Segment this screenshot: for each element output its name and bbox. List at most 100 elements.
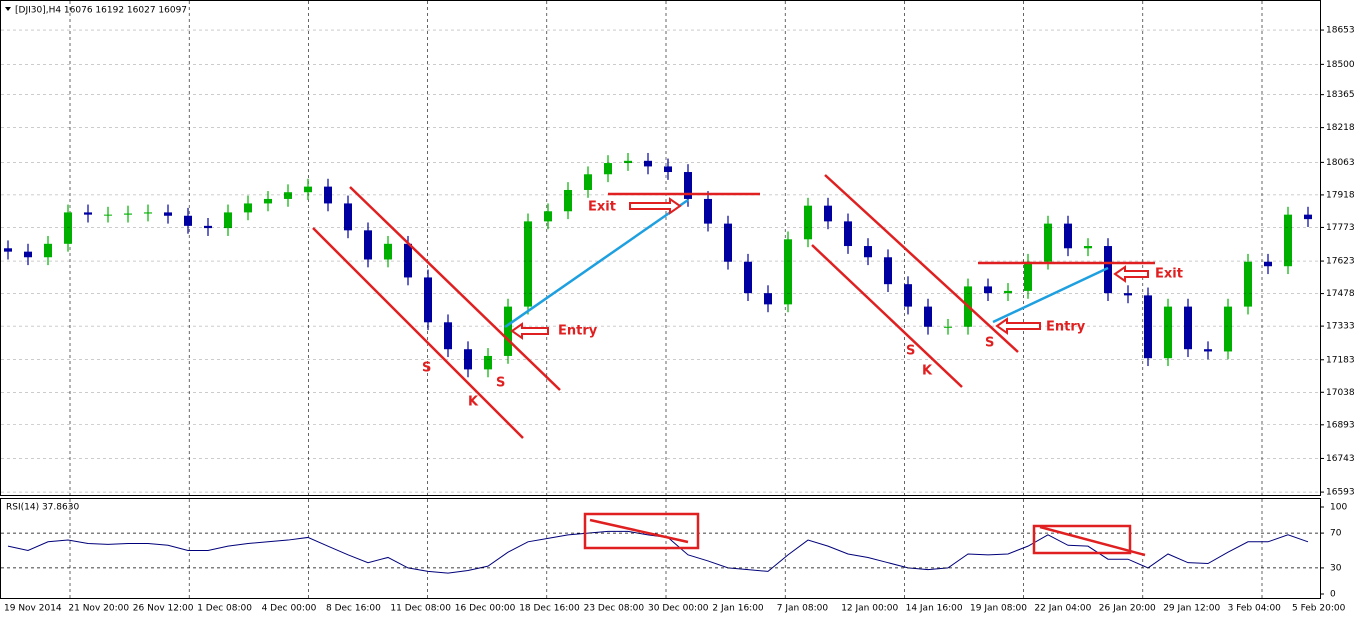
x-tick-label: 19 Nov 2014 [4,604,62,614]
y-tick-label: 16743 [1326,454,1355,464]
candle-body [524,221,532,307]
candle-body [64,212,72,244]
candle-body [1024,261,1032,291]
annotation: Entry [1046,320,1086,335]
y-tick-label: 16893 [1326,420,1355,430]
candle-body [1084,246,1092,249]
candle-body [844,221,852,247]
candle-body [884,257,892,285]
y-tick-label: 16593 [1326,488,1355,498]
candle-body [1304,214,1312,220]
candle-body [724,223,732,262]
candle-body [444,322,452,350]
candle-body [464,349,472,370]
rsi-header: RSI(14) 37.8630 [6,503,79,513]
candle-body [984,286,992,294]
x-tick-label: 7 Jan 08:00 [777,604,829,614]
candle-body [1244,261,1252,307]
candle-body [764,293,772,305]
x-tick-label: 11 Dec 08:00 [390,604,451,614]
candle-body [124,213,132,215]
candle-body [1204,349,1212,352]
candle-body [204,225,212,229]
x-tick-label: 30 Dec 00:00 [648,604,709,614]
x-tick-label: 16 Dec 00:00 [455,604,516,614]
candle-body [804,205,812,240]
x-tick-label: 21 Nov 20:00 [68,604,129,614]
candle-body [624,160,632,164]
x-tick-label: 8 Dec 16:00 [326,604,381,614]
annotation: S [985,336,994,351]
candle-body [1104,246,1112,294]
channel-line [312,227,524,439]
candle-body [644,160,652,167]
candle-body [1284,214,1292,267]
x-tick-label: 1 Dec 08:00 [197,604,252,614]
candle-body [904,284,912,307]
annotation: Exit [1155,267,1183,282]
candle-body [144,212,152,214]
candle-body [484,355,492,370]
divergence-box [1032,524,1132,555]
candle-body [564,189,572,212]
candle-body [244,203,252,213]
candle-body [24,251,32,258]
price-panel [0,0,1321,496]
candle-body [164,212,172,216]
candle-body [264,198,272,204]
candle-body [284,192,292,199]
exit-arrow [1113,265,1149,283]
divergence-box [583,512,700,550]
candle-body [1004,290,1012,294]
annotation: K [922,364,933,379]
candle-body [184,215,192,226]
y-tick-label: 18218 [1326,123,1355,133]
menu-triangle [5,7,11,11]
candle-body [684,172,692,199]
candle-body [364,230,372,260]
annotation: K [468,395,479,410]
x-tick-label: 5 Feb 20:00 [1292,604,1346,614]
candle-body [1184,306,1192,350]
y-tick-label: 17478 [1326,289,1355,299]
candle-body [384,243,392,260]
trade-line [504,198,689,329]
candle-body [944,326,952,328]
y-tick-label: 17183 [1326,355,1355,365]
candle-body [824,205,832,222]
y-tick-label: 18500 [1326,60,1355,70]
candle-body [4,248,12,252]
candle-body [1044,223,1052,262]
candle-body [744,261,752,294]
entry-arrow [995,317,1041,335]
candle-body [404,243,412,278]
entry-arrow [510,322,549,340]
candle-body [1164,306,1172,359]
channel-line [824,174,1019,353]
price-marks [4,152,1312,574]
x-tick-label: 29 Jan 12:00 [1163,604,1220,614]
exit-arrow [629,197,682,215]
candle-body [584,174,592,190]
candle-body [424,277,432,323]
x-tick-label: 26 Jan 20:00 [1099,604,1156,614]
annotation: S [496,376,505,391]
candle-body [864,246,872,258]
x-tick-label: 2 Jan 16:00 [712,604,764,614]
candle-body [704,198,712,224]
channel-line [811,244,963,388]
y-tick-label: 17333 [1326,322,1355,332]
y-tick-label: 30 [1330,563,1342,573]
annotation: S [422,361,431,376]
y-tick-label: 70 [1330,529,1342,539]
x-tick-label: 14 Jan 16:00 [906,604,963,614]
annotation: Entry [558,324,598,339]
annotation: Exit [588,200,616,215]
annotation: S [906,344,915,359]
x-tick-label: 18 Dec 16:00 [519,604,580,614]
channel-line [349,186,561,391]
candle-body [604,163,612,175]
y-tick-label: 100 [1330,503,1347,513]
candle-body [1144,295,1152,359]
